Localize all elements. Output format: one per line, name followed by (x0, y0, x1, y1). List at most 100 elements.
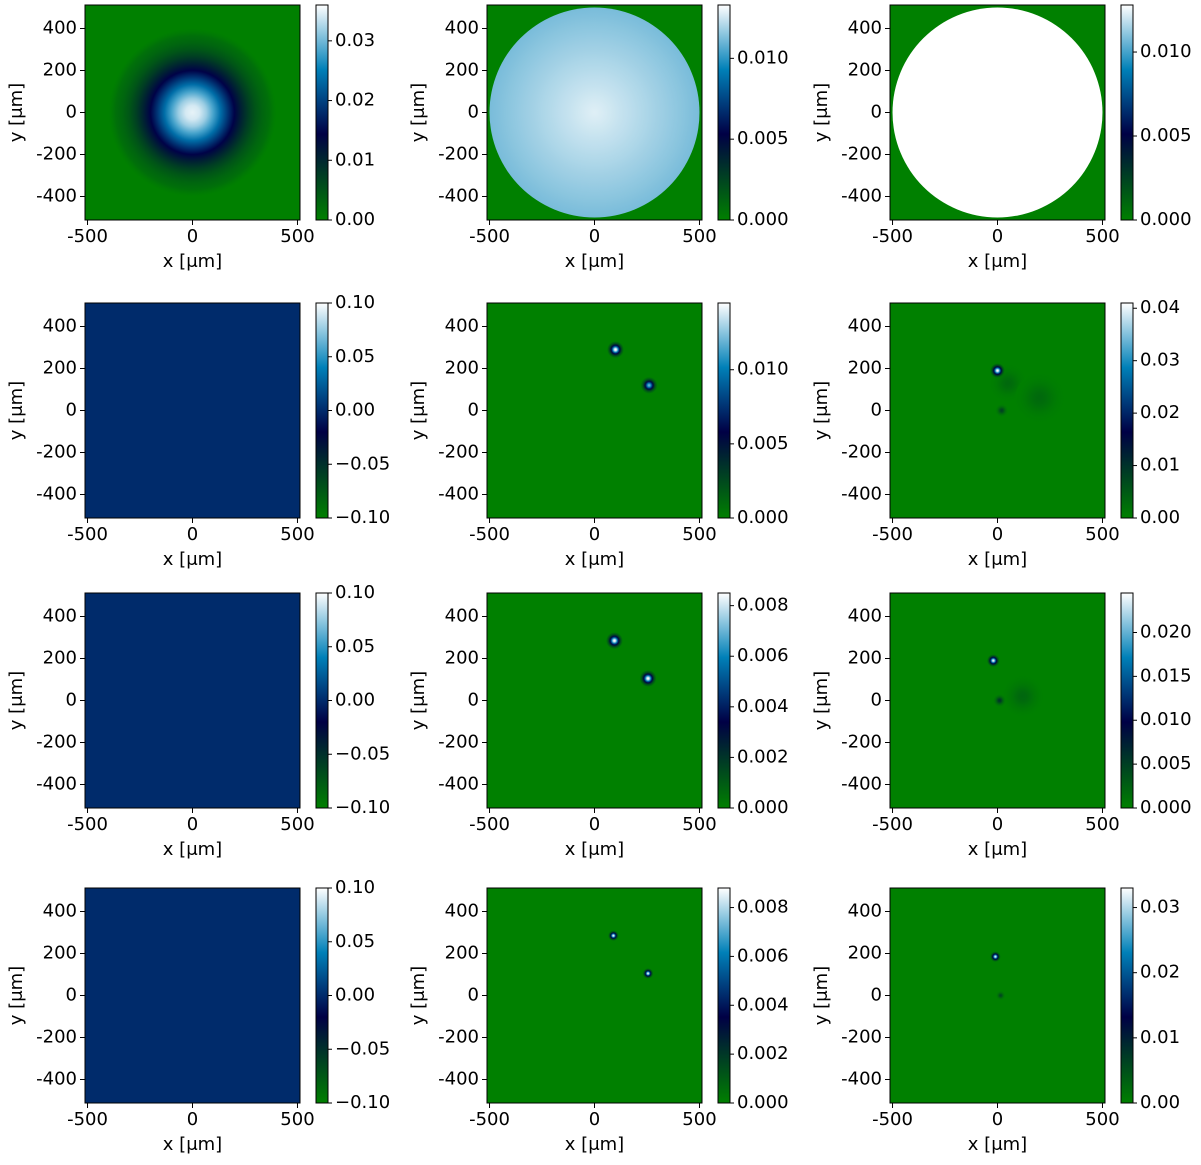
panel: -500 0 500 -400 -200 0 200 400 x [μm] y [μm] −0.10… (6, 877, 390, 1155)
colorbar-tick-label: 0.10 (335, 582, 375, 603)
colorbar-tick-label: 0.00 (335, 209, 375, 230)
colorbar-tick-label: 0.015 (1140, 665, 1192, 686)
heatmap (890, 303, 1105, 518)
x-tick-label: 0 (187, 1109, 198, 1130)
y-tick-label: 400 (43, 316, 77, 337)
x-tick-label: 500 (682, 1109, 716, 1130)
y-tick-label: -400 (36, 773, 77, 794)
colorbar-tick-label: −0.05 (335, 743, 390, 764)
background (487, 593, 702, 808)
y-tick-label: -400 (36, 483, 77, 504)
background (487, 303, 702, 518)
background (85, 888, 300, 1103)
y-tick-label: 400 (445, 18, 479, 39)
colorbar-tick-label: 0.000 (1140, 797, 1192, 818)
x-tick-label: 0 (187, 814, 198, 835)
field-feature (996, 990, 1006, 1001)
y-tick-label: 0 (871, 400, 882, 421)
colorbar-tick-label: 0.05 (335, 931, 375, 952)
background (487, 888, 702, 1103)
colorbar-tick-label: 0.03 (335, 30, 375, 51)
panel: -500 0 500 -400 -200 0 200 400 x [μm] y [μm] −0.10… (6, 292, 390, 570)
colorbar-tick-label: 0.01 (335, 149, 375, 170)
x-axis-label: x [μm] (565, 251, 624, 272)
heatmap (85, 5, 300, 220)
colorbar-tick-label: 0.004 (737, 994, 789, 1015)
y-tick-label: -400 (438, 773, 479, 794)
y-tick-label: -200 (841, 731, 882, 752)
x-tick-label: 0 (589, 814, 600, 835)
y-axis-label: y [μm] (6, 381, 27, 440)
field-feature (108, 28, 277, 197)
y-tick-label: -400 (841, 185, 882, 206)
colorbar-tick-label: 0.004 (737, 696, 789, 717)
y-tick-label: -200 (438, 143, 479, 164)
y-axis-label: y [μm] (408, 671, 429, 730)
heatmap (85, 888, 300, 1103)
x-axis-label: x [μm] (968, 839, 1027, 860)
colorbar-tick-label: 0.002 (737, 746, 789, 767)
field-feature (990, 363, 1005, 378)
colorbar (717, 887, 731, 1104)
x-tick-label: 500 (280, 814, 314, 835)
colorbar-tick-label: −0.10 (335, 507, 390, 528)
y-tick-label: 0 (468, 400, 479, 421)
y-tick-label: 200 (848, 943, 882, 964)
x-tick-label: 0 (992, 814, 1003, 835)
y-axis-label: y [μm] (408, 83, 429, 142)
x-axis-label: x [μm] (968, 251, 1027, 272)
heatmap (85, 303, 300, 518)
x-tick-label: 0 (589, 226, 600, 247)
colorbar (717, 4, 731, 221)
x-tick-label: -500 (872, 1109, 913, 1130)
colorbar-tick-label: 0.02 (1140, 402, 1180, 423)
heatmap (890, 888, 1105, 1103)
y-tick-label: -200 (36, 731, 77, 752)
x-tick-label: 500 (682, 524, 716, 545)
y-tick-label: 200 (848, 358, 882, 379)
y-tick-label: 400 (445, 606, 479, 627)
colorbar-tick-label: 0.005 (1140, 753, 1192, 774)
y-tick-label: -200 (36, 1026, 77, 1047)
y-tick-label: 0 (66, 690, 77, 711)
heatmap (890, 5, 1105, 220)
colorbar-tick-label: 0.010 (737, 359, 789, 380)
y-axis-label: y [μm] (6, 966, 27, 1025)
field-feature (987, 654, 1000, 667)
y-tick-label: 0 (66, 102, 77, 123)
x-axis-label: x [μm] (565, 549, 624, 570)
colorbar-tick-label: 0.005 (1140, 125, 1192, 146)
colorbar-tick-label: 0.01 (1140, 455, 1180, 476)
field-feature (993, 694, 1006, 707)
y-tick-label: -400 (841, 483, 882, 504)
colorbar-tick-label: 0.00 (335, 400, 375, 421)
colorbar-tick-label: 0.10 (335, 877, 375, 898)
x-tick-label: 500 (1085, 524, 1119, 545)
y-axis-label: y [μm] (811, 671, 832, 730)
colorbar-tick-label: 0.010 (1140, 709, 1192, 730)
colorbar (1120, 592, 1134, 809)
colorbar-tick-label: 0.03 (1140, 897, 1180, 918)
field-feature (1014, 372, 1065, 424)
x-tick-label: -500 (67, 226, 108, 247)
x-tick-label: 500 (682, 814, 716, 835)
y-tick-label: -200 (841, 1026, 882, 1047)
x-axis-label: x [μm] (565, 839, 624, 860)
colorbar-tick-label: 0.01 (1140, 1027, 1180, 1048)
y-tick-label: -200 (36, 143, 77, 164)
x-tick-label: 500 (280, 226, 314, 247)
colorbar-tick-label: 0.010 (1140, 41, 1192, 62)
y-tick-label: 0 (468, 102, 479, 123)
y-axis-label: y [μm] (811, 966, 832, 1025)
y-tick-label: 200 (43, 60, 77, 81)
y-tick-label: 200 (848, 648, 882, 669)
x-tick-label: 0 (992, 226, 1003, 247)
y-tick-label: -200 (438, 441, 479, 462)
heatmap (85, 593, 300, 808)
